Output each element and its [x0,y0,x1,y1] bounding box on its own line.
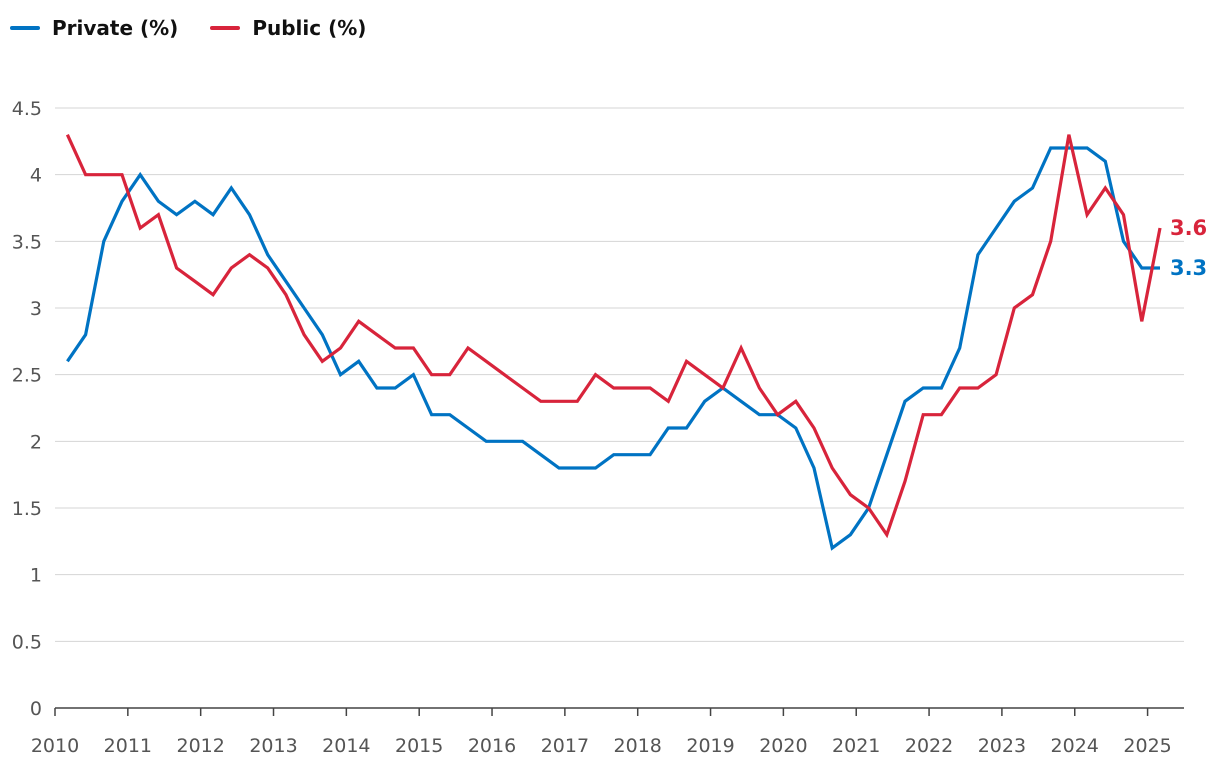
x-tick-label: 2014 [322,735,370,757]
series-line-public [65,134,1162,539]
y-tick-label: 4.5 [12,98,42,120]
x-tick-label: 2023 [978,735,1026,757]
legend-label-public: Public (%) [252,16,367,40]
x-tick-label: 2017 [541,735,589,757]
end-label-public: 3.6 [1170,216,1207,240]
series-lines [65,134,1162,551]
x-tick-label: 2020 [759,735,807,757]
series-line-private [66,146,1160,551]
x-tick-label: 2011 [104,735,152,757]
legend-label-private: Private (%) [52,16,179,40]
x-axis: 2010 2011 2012 2013 2014 2015 2016 2017 2018 2019… [31,707,1184,757]
y-tick-label: 4 [30,165,42,187]
x-tick-label: 2024 [1051,735,1099,757]
y-tick-label: 2 [30,431,42,453]
y-axis: 0 0.5 1 1.5 2 2.5 3 3.5 4 4.5 [12,98,42,720]
x-tick-label: 2025 [1123,735,1171,757]
x-tick-label: 2012 [176,735,224,757]
x-tick-label: 2015 [395,735,443,757]
end-label-private: 3.3 [1170,256,1207,280]
y-tick-label: 1.5 [12,498,42,520]
x-tick-label: 2010 [31,735,79,757]
y-tick-label: 1 [30,565,42,587]
y-tick-label: 0.5 [12,631,42,653]
y-tick-label: 2.5 [12,365,42,387]
legend-swatch-private [10,26,40,30]
gridlines [55,107,1184,642]
legend: Private (%) Public (%) [10,16,366,40]
legend-item-public: Public (%) [210,16,366,40]
legend-item-private: Private (%) [10,16,178,40]
end-labels: 3.3 3.6 [1170,216,1207,280]
y-tick-label: 3 [30,298,42,320]
legend-swatch-public [210,26,241,30]
x-tick-label: 2013 [249,735,297,757]
x-tick-label: 2019 [686,735,734,757]
x-tick-label: 2016 [468,735,516,757]
x-tick-label: 2018 [614,735,662,757]
x-tick-label: 2022 [905,735,953,757]
y-tick-label: 3.5 [12,231,42,253]
y-tick-label: 0 [30,698,42,720]
x-tick-label: 2021 [832,735,880,757]
